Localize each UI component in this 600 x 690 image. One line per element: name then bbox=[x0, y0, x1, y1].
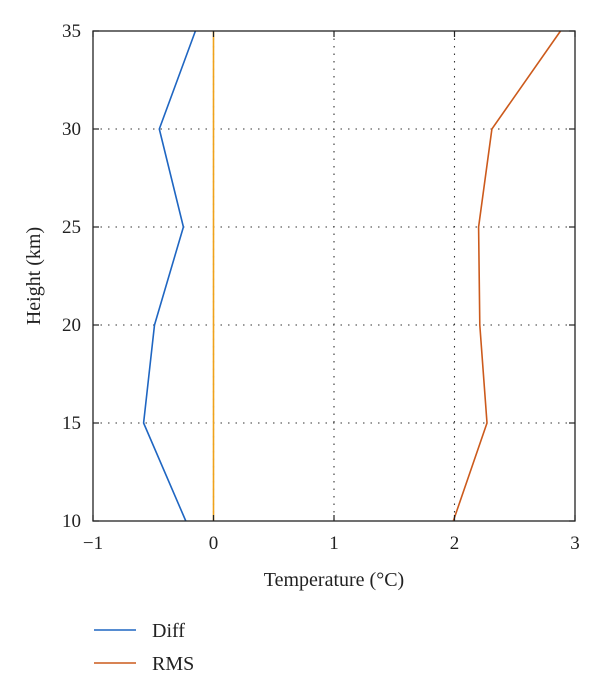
legend-label-diff: Diff bbox=[152, 620, 185, 642]
y-tick-label: 35 bbox=[62, 21, 81, 42]
grid-layer bbox=[93, 31, 575, 521]
legend: Diff RMS bbox=[94, 620, 194, 675]
series-line-diff bbox=[142, 30, 197, 522]
y-tick-label: 10 bbox=[62, 511, 81, 532]
y-axis-title: Height (km) bbox=[23, 227, 45, 325]
x-tick-label: 0 bbox=[209, 533, 219, 554]
x-tick-label: 2 bbox=[450, 533, 460, 554]
x-tick-label: −1 bbox=[83, 533, 103, 554]
plot-area-frame bbox=[92, 30, 576, 522]
y-tick-label: 25 bbox=[62, 217, 81, 238]
legend-label-rms: RMS bbox=[152, 653, 194, 675]
x-tick-label: 3 bbox=[570, 533, 580, 554]
series-layer bbox=[142, 30, 562, 522]
x-axis-title: Temperature (°C) bbox=[264, 569, 404, 591]
y-tick-label: 30 bbox=[62, 119, 81, 140]
y-tick-label: 20 bbox=[62, 315, 81, 336]
x-tick-label: 1 bbox=[329, 533, 339, 554]
y-tick-label: 15 bbox=[62, 413, 81, 434]
series-line-rms bbox=[452, 30, 562, 522]
tick-layer: −1 0 1 2 3 10 15 20 25 30 35 bbox=[62, 21, 580, 554]
